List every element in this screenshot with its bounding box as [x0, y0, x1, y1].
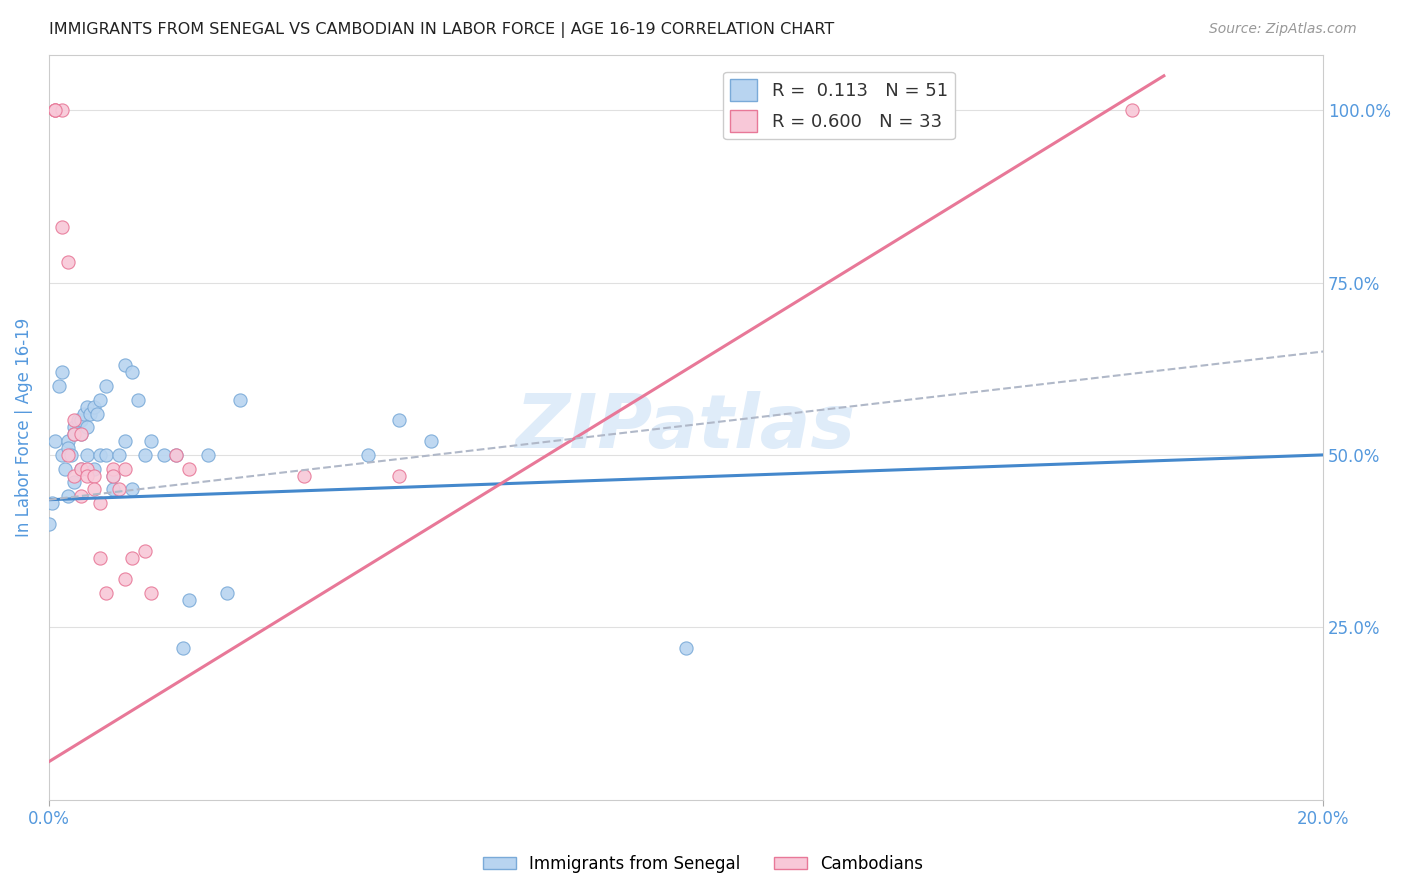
Point [63, 427, 86, 442]
Point [44, 434, 66, 449]
Point [388, 413, 411, 427]
Point [44, 103, 66, 118]
Y-axis label: In Labor Force | Age 16-19: In Labor Force | Age 16-19 [15, 318, 32, 537]
Point [51, 365, 73, 379]
Point [101, 483, 124, 497]
Point [41, 496, 63, 510]
Point [79, 407, 101, 421]
Point [96, 379, 118, 393]
Point [114, 434, 136, 449]
Point [63, 427, 86, 442]
Point [44, 103, 66, 118]
Point [63, 413, 86, 427]
Point [86, 407, 108, 421]
Legend: R =  0.113   N = 51, R = 0.600   N = 33: R = 0.113 N = 51, R = 0.600 N = 33 [723, 71, 955, 139]
Point [96, 586, 118, 600]
Point [76, 461, 98, 475]
Text: Source: ZipAtlas.com: Source: ZipAtlas.com [1209, 22, 1357, 37]
Point [292, 468, 315, 483]
Point [69, 461, 91, 475]
Point [108, 483, 131, 497]
Point [96, 448, 118, 462]
Point [69, 461, 91, 475]
Point [134, 544, 156, 558]
Point [229, 392, 252, 407]
Text: IMMIGRANTS FROM SENEGAL VS CAMBODIAN IN LABOR FORCE | AGE 16-19 CORRELATION CHAR: IMMIGRANTS FROM SENEGAL VS CAMBODIAN IN … [49, 22, 834, 38]
Point [56, 448, 79, 462]
Legend: Immigrants from Senegal, Cambodians: Immigrants from Senegal, Cambodians [475, 848, 931, 880]
Point [63, 475, 86, 490]
Point [73, 407, 96, 421]
Point [69, 413, 91, 427]
Point [101, 468, 124, 483]
Point [89, 392, 111, 407]
Point [165, 448, 187, 462]
Point [76, 468, 98, 483]
Point [38, 516, 60, 531]
Point [114, 572, 136, 586]
Point [76, 400, 98, 414]
Point [76, 448, 98, 462]
Point [121, 365, 143, 379]
Point [66, 413, 89, 427]
Point [121, 483, 143, 497]
Point [56, 489, 79, 503]
Point [356, 448, 378, 462]
Point [101, 461, 124, 475]
Point [56, 255, 79, 269]
Point [83, 400, 105, 414]
Point [127, 392, 149, 407]
Point [101, 468, 124, 483]
Point [675, 640, 697, 655]
Point [172, 640, 194, 655]
Point [51, 448, 73, 462]
Point [51, 103, 73, 118]
Point [179, 461, 201, 475]
Point [139, 586, 162, 600]
Point [89, 448, 111, 462]
Text: ZIPatlas: ZIPatlas [516, 391, 856, 464]
Point [56, 441, 79, 455]
Point [108, 448, 131, 462]
Point [217, 586, 239, 600]
Point [60, 448, 83, 462]
Point [1121, 103, 1143, 118]
Point [89, 496, 111, 510]
Point [388, 468, 411, 483]
Point [152, 448, 174, 462]
Point [121, 551, 143, 566]
Point [69, 427, 91, 442]
Point [134, 448, 156, 462]
Point [420, 434, 443, 449]
Point [83, 468, 105, 483]
Point [89, 551, 111, 566]
Point [83, 461, 105, 475]
Point [44, 103, 66, 118]
Point [165, 448, 187, 462]
Point [179, 592, 201, 607]
Point [69, 489, 91, 503]
Point [51, 220, 73, 235]
Point [197, 448, 219, 462]
Point [69, 427, 91, 442]
Point [63, 468, 86, 483]
Point [63, 420, 86, 434]
Point [139, 434, 162, 449]
Point [53, 461, 76, 475]
Point [114, 359, 136, 373]
Point [56, 434, 79, 449]
Point [83, 483, 105, 497]
Point [114, 461, 136, 475]
Point [48, 379, 70, 393]
Point [76, 420, 98, 434]
